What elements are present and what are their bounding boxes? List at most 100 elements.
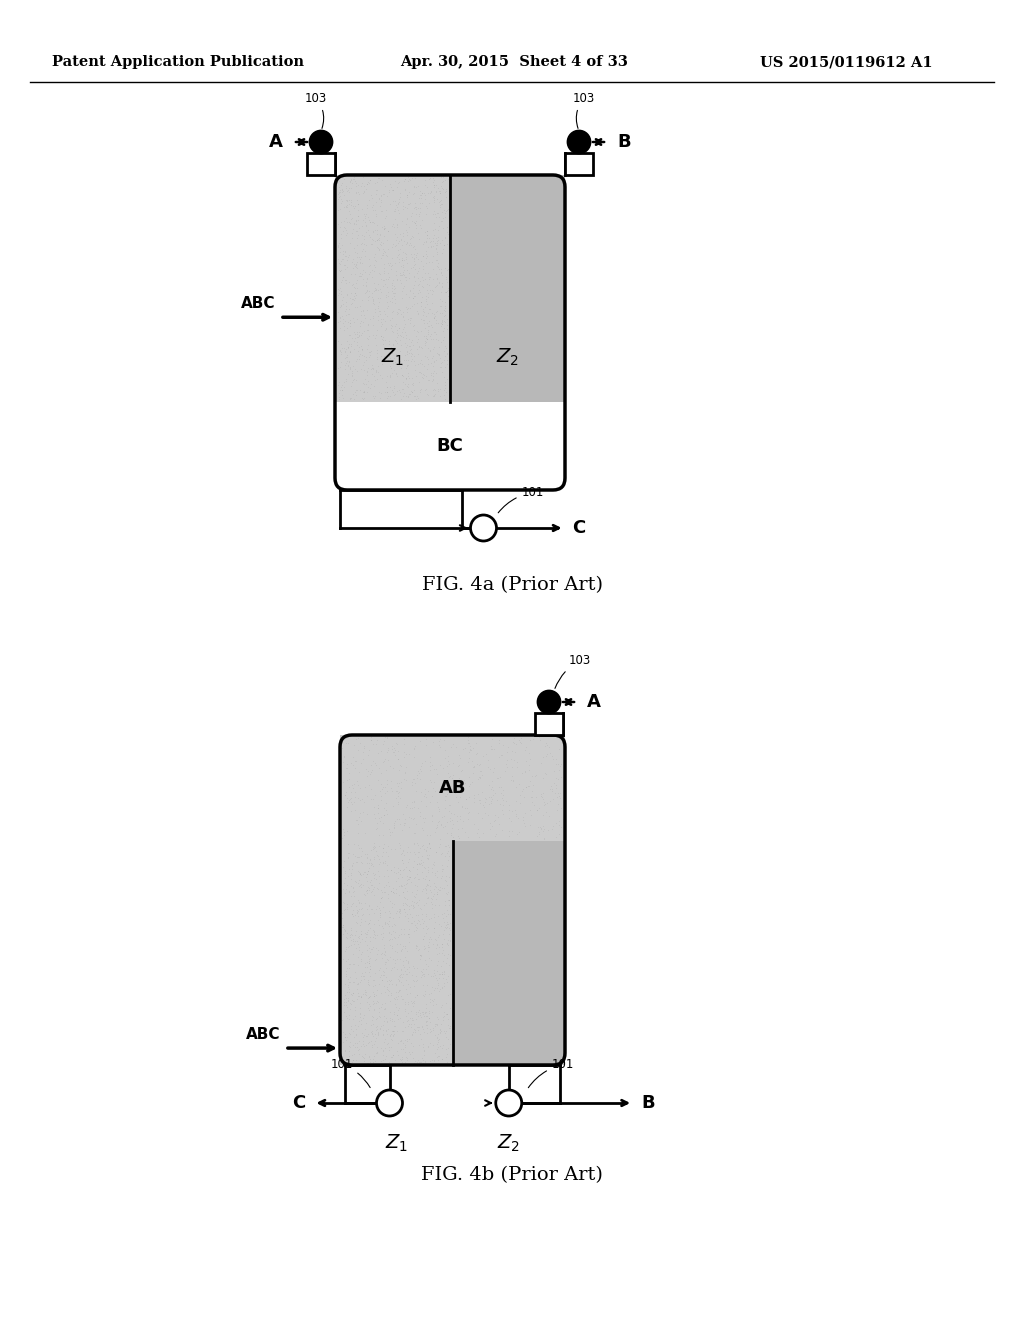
Point — [432, 780, 449, 801]
Point — [340, 948, 356, 969]
Point — [396, 812, 413, 833]
Point — [504, 800, 520, 821]
Point — [331, 176, 347, 197]
Point — [394, 867, 411, 888]
Point — [450, 755, 466, 776]
Point — [380, 913, 396, 935]
Point — [393, 989, 410, 1010]
Point — [369, 230, 385, 251]
Point — [376, 944, 392, 965]
Point — [375, 1024, 391, 1045]
Point — [339, 788, 355, 809]
Point — [415, 269, 431, 290]
Point — [439, 763, 456, 784]
Point — [472, 789, 488, 810]
Point — [423, 975, 439, 997]
Point — [428, 994, 444, 1015]
Point — [375, 330, 391, 351]
Point — [386, 892, 402, 913]
Point — [386, 883, 402, 904]
Point — [394, 277, 411, 298]
Point — [390, 999, 407, 1020]
Point — [419, 329, 435, 350]
Point — [395, 1011, 412, 1032]
Point — [387, 981, 403, 1002]
Point — [388, 974, 404, 995]
Point — [434, 924, 451, 945]
Point — [351, 1031, 368, 1052]
Point — [332, 180, 348, 201]
Point — [428, 329, 444, 350]
Point — [341, 213, 357, 234]
Point — [437, 375, 454, 396]
Point — [377, 330, 393, 351]
Point — [428, 267, 444, 288]
Point — [376, 804, 392, 825]
Point — [395, 882, 412, 903]
Point — [428, 268, 444, 289]
Point — [386, 742, 402, 763]
Text: B: B — [641, 1094, 654, 1111]
Point — [341, 182, 357, 203]
Point — [367, 302, 383, 323]
Point — [410, 797, 426, 818]
Point — [377, 851, 393, 873]
Point — [374, 367, 390, 388]
Point — [450, 818, 466, 840]
Point — [413, 1023, 429, 1044]
Point — [349, 847, 366, 869]
Point — [395, 845, 412, 866]
Point — [339, 318, 355, 339]
Point — [425, 933, 441, 954]
Point — [391, 966, 408, 987]
Point — [441, 954, 458, 975]
Point — [398, 869, 415, 890]
Point — [393, 939, 410, 960]
Bar — [307, 153, 335, 176]
Point — [415, 974, 431, 995]
Point — [532, 729, 549, 750]
Point — [420, 282, 436, 304]
Point — [386, 956, 402, 977]
Point — [347, 279, 364, 300]
Point — [433, 193, 450, 214]
Point — [351, 337, 368, 358]
Point — [376, 240, 392, 261]
Bar — [565, 153, 593, 176]
Point — [391, 191, 408, 213]
Point — [367, 256, 383, 277]
Point — [384, 936, 400, 957]
Point — [335, 924, 351, 945]
Point — [395, 306, 412, 327]
Point — [427, 203, 443, 224]
Point — [413, 899, 429, 920]
Point — [425, 203, 441, 224]
Point — [421, 870, 437, 891]
Point — [370, 339, 386, 360]
Point — [440, 746, 457, 767]
Point — [372, 304, 388, 325]
Point — [360, 987, 377, 1008]
Point — [380, 263, 396, 284]
Point — [359, 319, 376, 341]
Point — [381, 1036, 397, 1057]
Point — [384, 735, 400, 756]
Point — [384, 236, 400, 257]
Point — [396, 957, 413, 978]
Point — [402, 982, 419, 1003]
Point — [333, 223, 349, 244]
Point — [366, 833, 382, 854]
Point — [427, 821, 443, 842]
Point — [393, 247, 410, 268]
Point — [332, 356, 348, 378]
Point — [431, 1036, 447, 1057]
Point — [380, 350, 396, 371]
Point — [346, 990, 362, 1011]
Point — [428, 313, 444, 334]
Point — [353, 876, 370, 898]
Point — [344, 370, 360, 391]
Point — [412, 381, 428, 403]
Point — [365, 733, 381, 754]
Point — [350, 1039, 367, 1060]
Point — [412, 202, 428, 223]
